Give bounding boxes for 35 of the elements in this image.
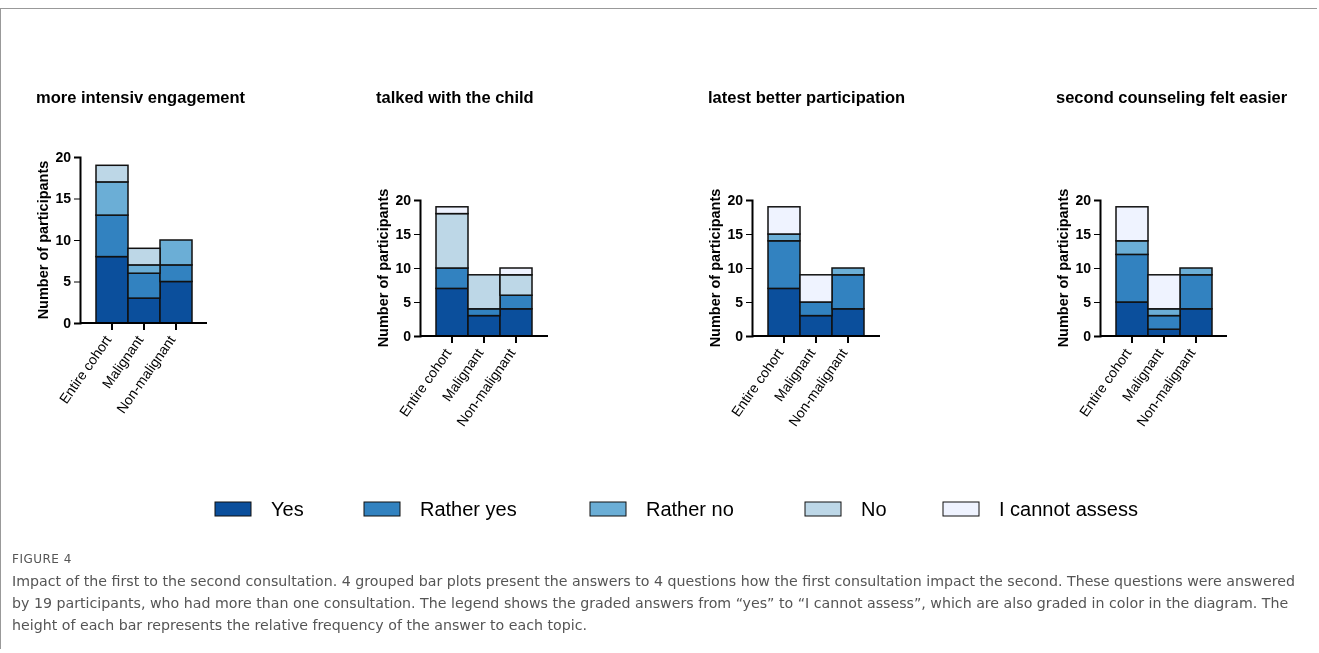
y-tick-label: 10	[55, 231, 72, 248]
text: Impact of the first to the second consultation. 4 grouped bar plots present the answers to 4 questions how the first consultation impact the second. These questions were answered by 19 participants, who had more than one consultation. The legend shows the graded answers from “yes” to “I cannot assess”, which are also graded in color in the diagram. The height of each bar represents the relative frequency of the answer to each topic.	[12, 572, 1296, 635]
chart-title: second counseling felt easier	[1056, 88, 1288, 106]
y-tick-label: 20	[727, 191, 744, 208]
y-tick-label: 10	[727, 259, 744, 276]
y-tick-label: 5	[403, 293, 412, 310]
y-tick-label: 15	[1075, 225, 1092, 242]
y-tick-label: 15	[395, 225, 412, 242]
chart-title: more intensiv engagement	[36, 88, 246, 106]
y-tick-label: 20	[395, 191, 412, 208]
y-tick-label: 10	[395, 259, 412, 276]
y-tick-label: 10	[1075, 259, 1092, 276]
legend-label: Rather yes	[420, 498, 517, 520]
y-tick-label: 5	[735, 293, 744, 310]
y-axis-title: Number of participants	[707, 188, 723, 348]
y-axis-title: Number of participants	[1055, 188, 1071, 348]
y-tick-label: 15	[55, 190, 72, 207]
chart-title: latest better participation	[708, 88, 906, 106]
y-axis-title: Number of participants	[35, 160, 51, 320]
y-tick-label: 0	[1083, 327, 1092, 344]
caption: FIGURE 4	[12, 551, 73, 568]
y-tick-label: 0	[735, 327, 744, 344]
legend-label: No	[861, 498, 887, 520]
y-tick-label: 5	[1083, 293, 1092, 310]
legend-label: Yes	[271, 498, 304, 520]
legend-label: I cannot assess	[999, 498, 1138, 520]
y-tick-label: 5	[63, 273, 72, 290]
legend-label: Rather no	[646, 498, 734, 520]
y-tick-label: 0	[63, 314, 72, 331]
y-tick-label: 0	[403, 327, 412, 344]
y-axis-title: Number of participants	[375, 188, 391, 348]
chart-title: talked with the child	[376, 88, 534, 106]
y-tick-label: 15	[727, 225, 744, 242]
y-tick-label: 20	[55, 148, 72, 165]
y-tick-label: 20	[1075, 191, 1092, 208]
